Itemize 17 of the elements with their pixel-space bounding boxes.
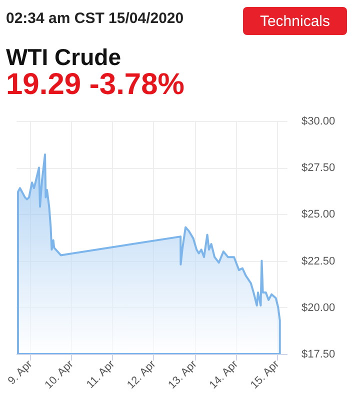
x-tick-label: 15. Apr <box>248 358 282 392</box>
y-tick-label: $25.00 <box>302 208 336 221</box>
text: Technicals <box>243 7 347 35</box>
chart-title: WTI Crude <box>6 44 121 71</box>
y-tick-label: $17.50 <box>302 348 336 360</box>
x-tick-label: 14. Apr <box>207 358 241 392</box>
x-tick-label: 13. Apr <box>166 358 200 392</box>
chart-subtitle: 19.29 -3.78% <box>6 68 184 102</box>
text: 02:34 am CST 15/04/2020 <box>6 10 184 27</box>
y-tick-label: $27.50 <box>302 162 336 174</box>
x-tick-label: 10. Apr <box>42 358 76 392</box>
x-tick-label: 9. Apr <box>6 358 35 388</box>
y-tick-label: $22.50 <box>302 255 336 268</box>
y-tick-label: $20.00 <box>302 302 336 314</box>
y-tick-label: $30.00 <box>302 116 336 128</box>
x-tick-label: 12. Apr <box>125 358 158 392</box>
x-tick-label: 11. Apr <box>84 358 118 391</box>
